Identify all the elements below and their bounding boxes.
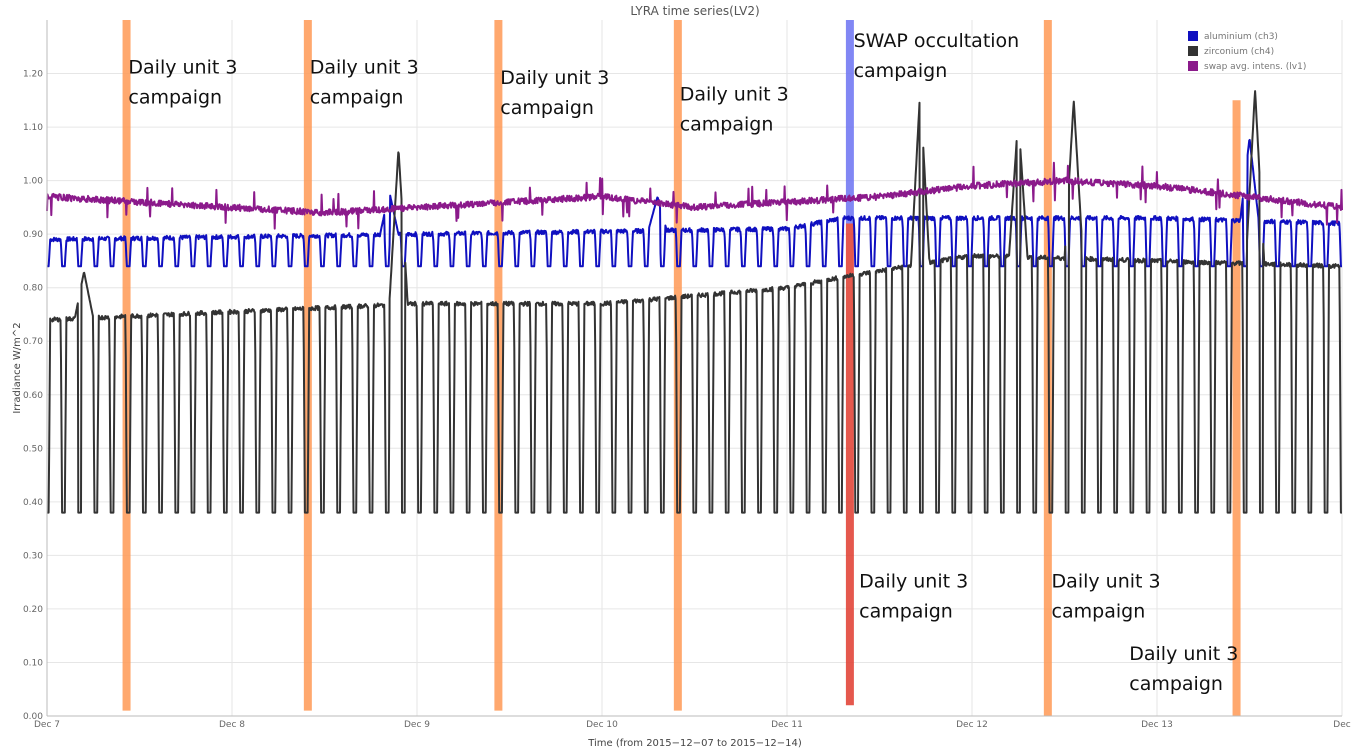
chart-title: LYRA time series(LV2) [630, 4, 759, 18]
tick-labels: 0.00 0.10 0.20 0.30 0.40 0.50 0.60 0.70 0.80 0.90… [23, 70, 1351, 730]
y-tick-label: 0.00 [23, 712, 43, 722]
legend-label: zirconium (ch4) [1204, 47, 1274, 57]
x-tick-label: Dec 12 [956, 720, 988, 730]
y-tick-label: 0.50 [23, 444, 43, 454]
annotation-line1: Daily unit 3 [1052, 571, 1161, 593]
x-tick-label: Dec [1333, 720, 1350, 730]
y-tick-label: 1.20 [23, 70, 43, 80]
x-axis-title: Time (from 2015−12−07 to 2015−12−14) [587, 738, 802, 749]
y-axis-title: Irradiance W/m^2 [12, 322, 23, 413]
x-tick-label: Dec 13 [1141, 720, 1173, 730]
annotation-line2: campaign [1129, 673, 1223, 695]
x-tick-label: Dec 9 [404, 720, 430, 730]
y-tick-label: 0.80 [23, 284, 43, 294]
y-tick-label: 1.00 [23, 177, 43, 187]
y-tick-label: 0.70 [23, 337, 43, 347]
x-tick-label: Dec 11 [771, 720, 803, 730]
annotation-line2: campaign [854, 60, 948, 82]
y-tick-label: 0.90 [23, 230, 43, 240]
y-tick-label: 0.20 [23, 605, 43, 615]
annotation-line2: campaign [680, 113, 774, 135]
legend: aluminium (ch3) zirconium (ch4) swap avg. … [1188, 31, 1306, 72]
y-tick-label: 1.10 [23, 123, 43, 133]
annotation-line2: campaign [500, 97, 594, 119]
annotation-line1: Daily unit 3 [500, 67, 609, 89]
annotation-line1: Daily unit 3 [128, 57, 237, 79]
annotation-line1: SWAP occultation [854, 30, 1020, 52]
annotations: Daily unit 3 campaign Daily unit 3 campaign… [128, 30, 1238, 695]
y-tick-label: 0.40 [23, 498, 43, 508]
x-tick-label: Dec 10 [586, 720, 618, 730]
legend-swatch [1188, 46, 1198, 56]
annotation-line2: campaign [1052, 601, 1146, 623]
x-tick-label: Dec 7 [34, 720, 60, 730]
grid [46, 20, 1343, 717]
series-line [46, 161, 1343, 230]
y-tick-label: 0.10 [23, 658, 43, 668]
axes [46, 20, 1342, 717]
annotation-line1: Daily unit 3 [859, 571, 968, 593]
annotation-line2: campaign [128, 87, 222, 109]
legend-swatch [1188, 61, 1198, 71]
annotation-line1: Daily unit 3 [1129, 643, 1238, 665]
annotation-line1: Daily unit 3 [310, 57, 419, 79]
legend-label: swap avg. intens. (lv1) [1204, 62, 1306, 72]
y-tick-label: 0.30 [23, 551, 43, 561]
annotation-line2: campaign [859, 601, 953, 623]
y-tick-label: 0.60 [23, 391, 43, 401]
series-line [46, 138, 1343, 268]
x-tick-label: Dec 8 [219, 720, 245, 730]
legend-swatch [1188, 31, 1198, 41]
annotation-line1: Daily unit 3 [680, 83, 789, 105]
legend-label: aluminium (ch3) [1204, 32, 1278, 42]
series-lines [46, 90, 1343, 514]
series-line [46, 90, 1343, 514]
annotation-line2: campaign [310, 87, 404, 109]
